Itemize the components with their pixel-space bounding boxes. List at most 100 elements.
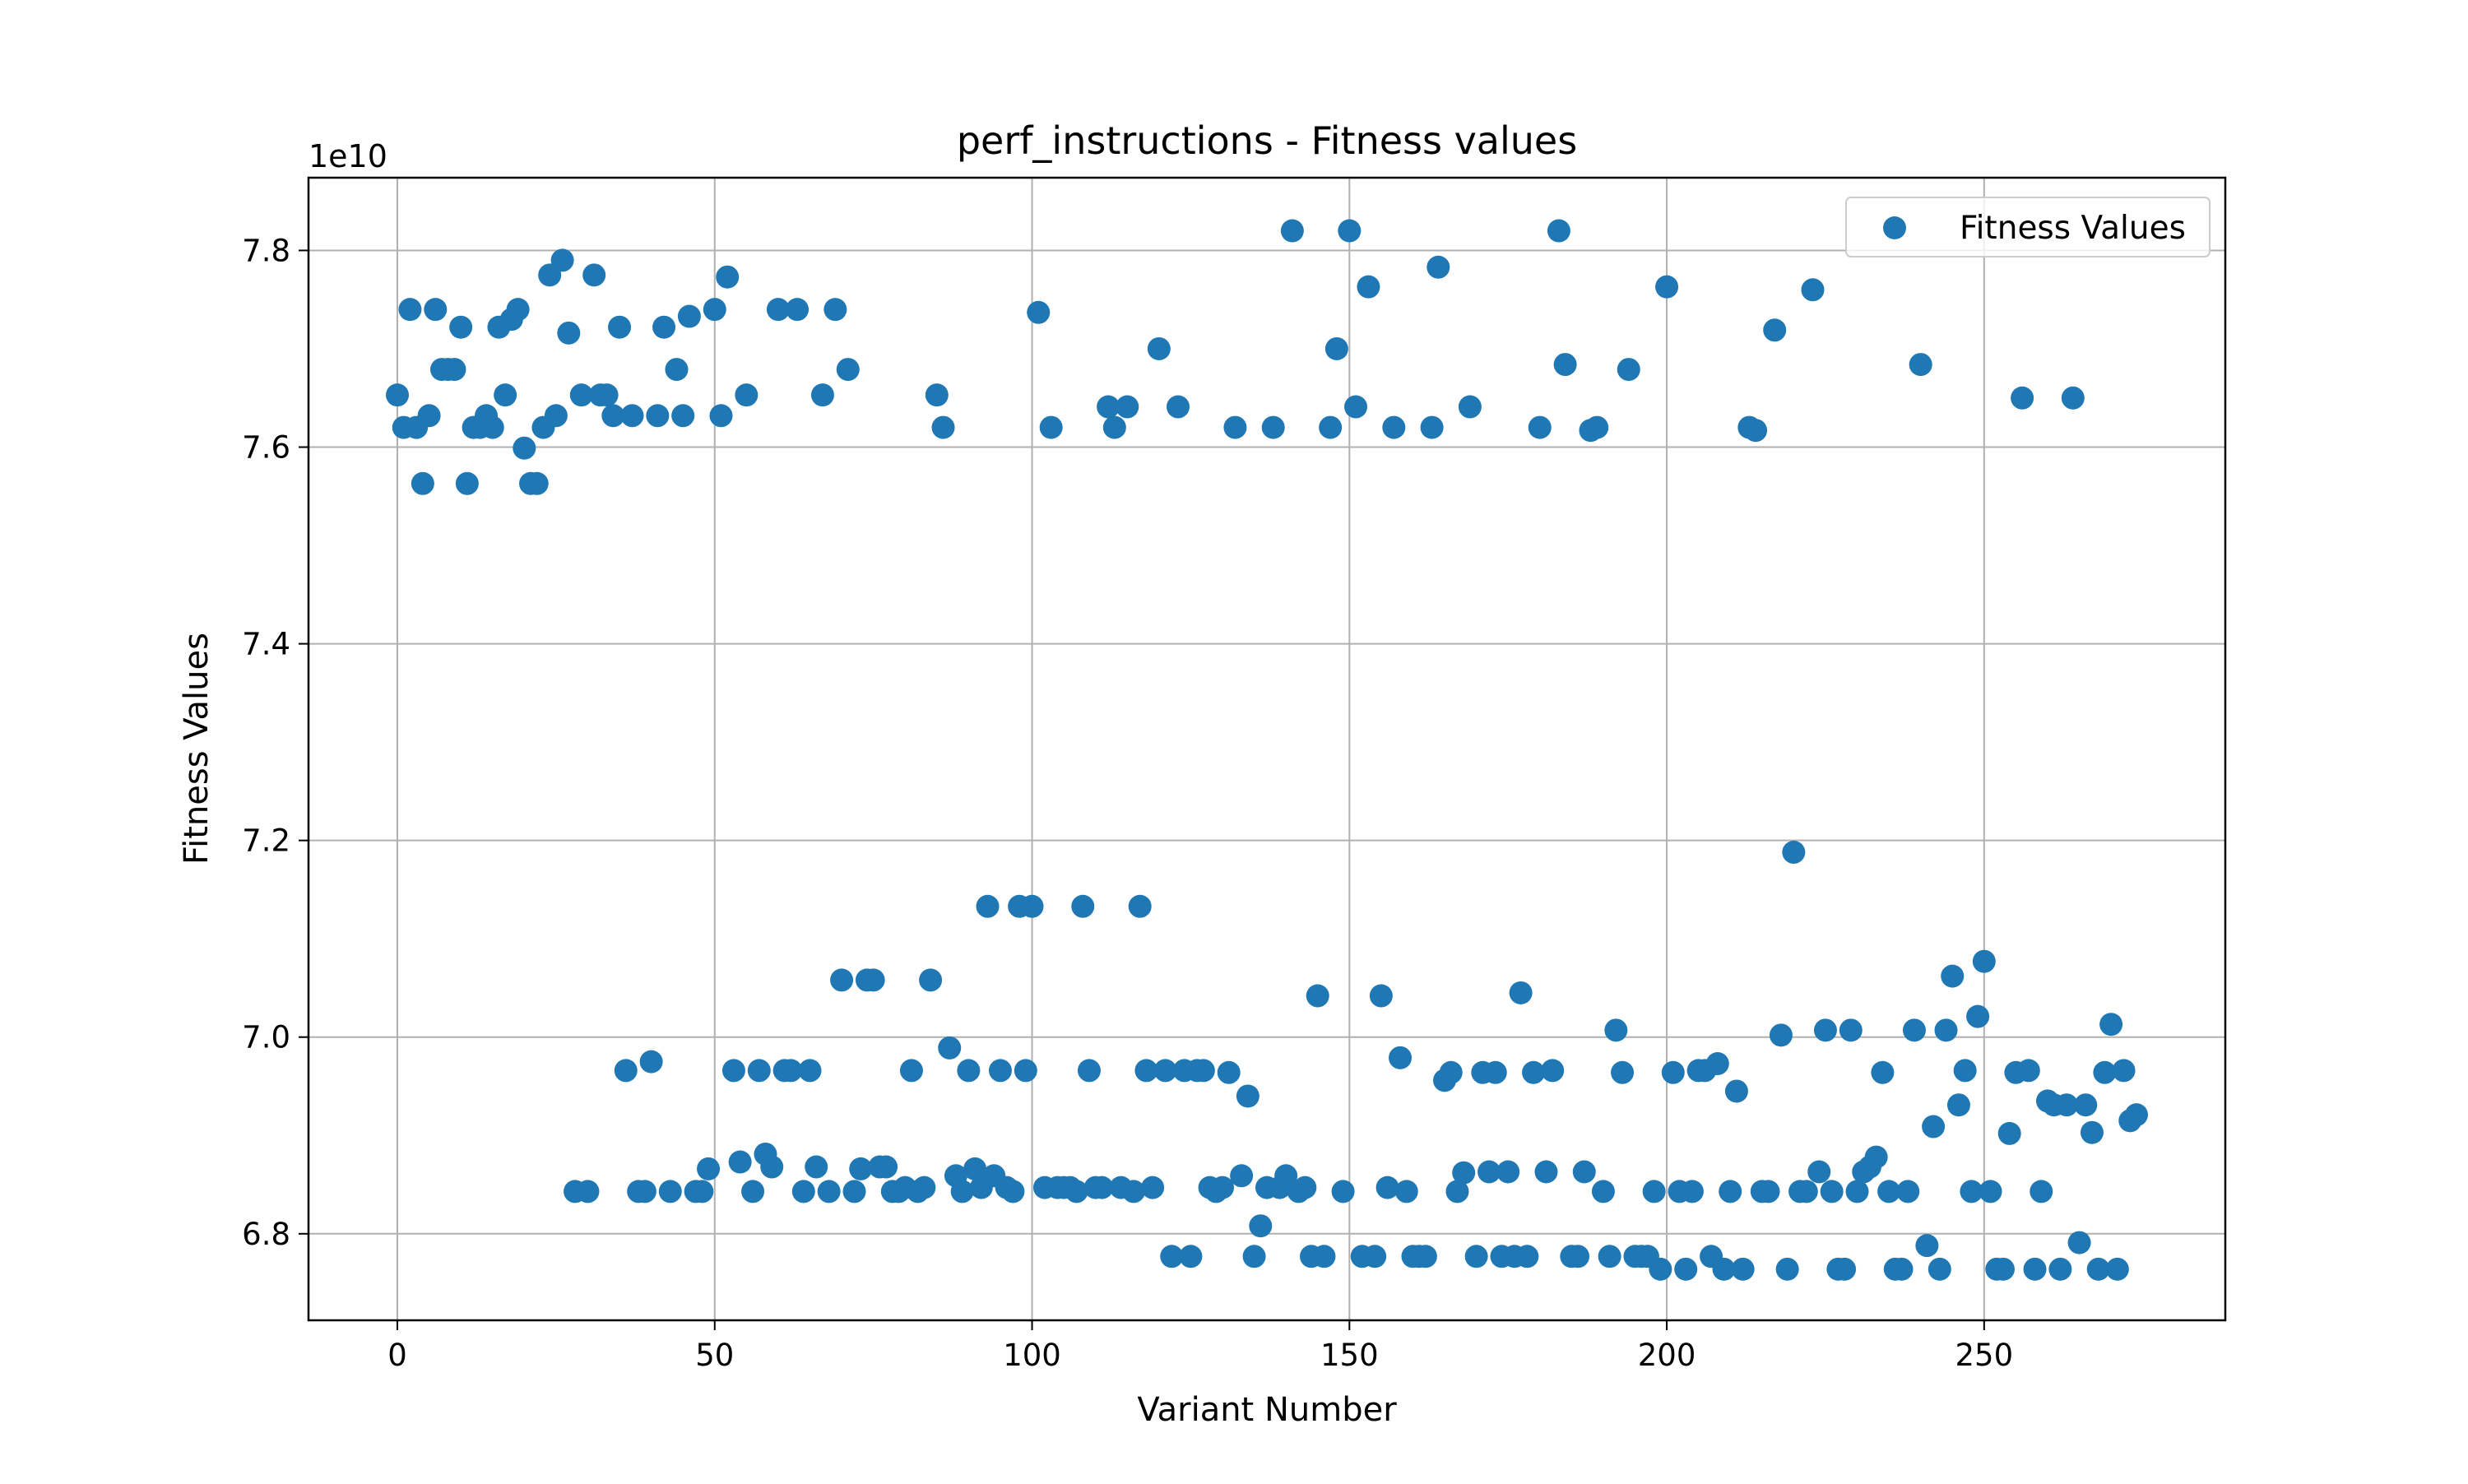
data-point bbox=[1941, 964, 1965, 988]
data-point bbox=[1775, 1257, 1799, 1281]
data-point bbox=[1236, 1084, 1260, 1108]
data-point bbox=[950, 1180, 974, 1203]
data-point bbox=[1833, 1257, 1857, 1281]
data-point bbox=[1845, 1180, 1869, 1203]
data-point bbox=[665, 358, 689, 382]
data-point bbox=[455, 471, 479, 495]
y-axis-ticks: 6.8 7.0 7.2 7.4 7.6 7.8 bbox=[242, 233, 308, 1252]
data-point bbox=[1807, 1160, 1831, 1184]
data-point bbox=[1389, 1046, 1413, 1069]
data-point bbox=[1915, 1234, 1939, 1258]
data-point bbox=[2061, 386, 2085, 410]
data-point bbox=[569, 383, 593, 407]
data-point bbox=[735, 383, 758, 407]
data-point bbox=[1097, 395, 1120, 419]
data-point bbox=[411, 471, 434, 495]
data-point bbox=[1712, 1257, 1736, 1281]
data-point bbox=[582, 263, 606, 287]
data-point bbox=[1934, 1018, 1958, 1042]
data-point bbox=[1242, 1245, 1266, 1268]
data-point bbox=[1972, 949, 1996, 973]
data-point bbox=[741, 1180, 765, 1203]
data-point bbox=[1153, 1059, 1177, 1083]
data-point bbox=[1439, 1060, 1463, 1084]
data-point bbox=[1782, 841, 1806, 865]
y-tick-label: 7.0 bbox=[242, 1020, 290, 1055]
data-point bbox=[1141, 1176, 1165, 1199]
data-point bbox=[2074, 1093, 2098, 1117]
data-point bbox=[1553, 353, 1577, 377]
data-point bbox=[443, 358, 466, 382]
y-tick-label: 7.8 bbox=[242, 233, 290, 268]
data-point bbox=[671, 404, 695, 428]
data-point bbox=[658, 1180, 682, 1203]
data-point bbox=[1413, 1245, 1437, 1268]
y-tick-label: 7.4 bbox=[242, 627, 290, 662]
data-point bbox=[2067, 1231, 2091, 1254]
data-point bbox=[1744, 419, 1768, 443]
data-point bbox=[817, 1180, 841, 1203]
data-point bbox=[1014, 1059, 1037, 1083]
data-point bbox=[1280, 219, 1304, 243]
data-point bbox=[1324, 336, 1348, 360]
data-point bbox=[1312, 1245, 1336, 1268]
data-point bbox=[1541, 1059, 1565, 1083]
data-point bbox=[1382, 415, 1406, 439]
data-point bbox=[1617, 358, 1640, 382]
data-point bbox=[1261, 415, 1285, 439]
data-point bbox=[1077, 1059, 1101, 1083]
data-point bbox=[1102, 415, 1126, 439]
data-point bbox=[1166, 395, 1190, 419]
data-point bbox=[550, 248, 574, 272]
data-point bbox=[1763, 318, 1787, 342]
data-point bbox=[1090, 1176, 1114, 1199]
data-point bbox=[938, 1036, 962, 1060]
data-point bbox=[1871, 1060, 1895, 1084]
data-point bbox=[494, 383, 517, 407]
data-point bbox=[1839, 1018, 1863, 1042]
data-point bbox=[1134, 1059, 1158, 1083]
data-point bbox=[1128, 894, 1152, 918]
data-point bbox=[1966, 1004, 1990, 1028]
data-point bbox=[830, 968, 854, 992]
data-point bbox=[614, 1059, 638, 1083]
data-point bbox=[721, 1059, 745, 1083]
data-point bbox=[760, 1155, 784, 1179]
data-point bbox=[2112, 1059, 2136, 1083]
x-axis-ticks: 0 50 100 150 200 250 bbox=[387, 1320, 2013, 1373]
data-point bbox=[1902, 1018, 1926, 1042]
data-point bbox=[1598, 1245, 1621, 1268]
data-point bbox=[608, 315, 632, 339]
data-point bbox=[931, 415, 955, 439]
data-point bbox=[728, 1150, 752, 1174]
data-point bbox=[1363, 1245, 1387, 1268]
data-point bbox=[836, 358, 860, 382]
data-point bbox=[1483, 1060, 1507, 1084]
data-point bbox=[2105, 1257, 2129, 1281]
data-point bbox=[1369, 984, 1393, 1008]
data-point bbox=[1864, 1145, 1888, 1169]
data-point bbox=[1585, 415, 1609, 439]
data-point bbox=[652, 315, 676, 339]
data-point bbox=[1731, 1257, 1755, 1281]
data-point bbox=[1464, 1245, 1488, 1268]
data-point bbox=[1534, 1160, 1558, 1184]
x-tick-label: 150 bbox=[1320, 1338, 1379, 1373]
data-point bbox=[1604, 1018, 1628, 1042]
data-point bbox=[747, 1059, 771, 1083]
grid bbox=[308, 178, 2225, 1320]
plot-frame bbox=[307, 176, 2227, 1322]
data-point bbox=[1452, 1161, 1476, 1185]
x-tick-label: 250 bbox=[1955, 1338, 2014, 1373]
data-point bbox=[1223, 415, 1247, 439]
y-tick-label: 7.2 bbox=[242, 823, 290, 859]
data-point bbox=[1071, 894, 1095, 918]
data-point bbox=[1020, 894, 1044, 918]
data-point bbox=[2055, 1093, 2079, 1117]
legend-box bbox=[1845, 197, 2211, 257]
data-point bbox=[1496, 1160, 1520, 1184]
data-point bbox=[912, 1176, 936, 1199]
data-point bbox=[1375, 1176, 1399, 1199]
x-axis-label: Variant Number bbox=[1137, 1391, 1397, 1429]
